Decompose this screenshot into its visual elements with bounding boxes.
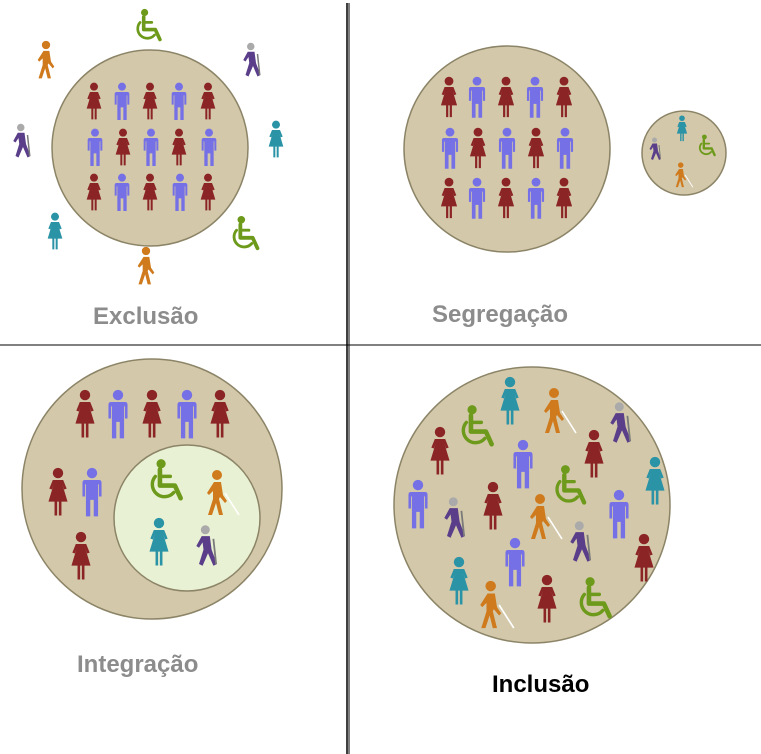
blind-person-icon bbox=[136, 246, 166, 286]
segregation-panel bbox=[403, 45, 727, 253]
blind-person-icon bbox=[36, 40, 66, 80]
integration-label: Integração bbox=[77, 651, 199, 678]
wheelchair-icon bbox=[232, 215, 260, 251]
segregation-minority-circle bbox=[641, 110, 727, 196]
inclusion-label: Inclusão bbox=[492, 671, 590, 698]
teal-woman-icon bbox=[47, 212, 63, 250]
crutch-person-icon bbox=[242, 42, 262, 78]
exclusion-panel bbox=[12, 8, 284, 286]
teal-woman-icon bbox=[268, 120, 284, 158]
integration-inner-circle bbox=[113, 444, 261, 592]
exclusion-label: Exclusão bbox=[93, 303, 199, 330]
integration-panel bbox=[21, 358, 283, 620]
inclusion-circle bbox=[393, 366, 671, 644]
inclusion-panel bbox=[393, 366, 671, 644]
crutch-person-icon bbox=[12, 122, 32, 159]
segregation-label: Segregação bbox=[432, 301, 569, 328]
wheelchair-icon bbox=[135, 8, 162, 42]
